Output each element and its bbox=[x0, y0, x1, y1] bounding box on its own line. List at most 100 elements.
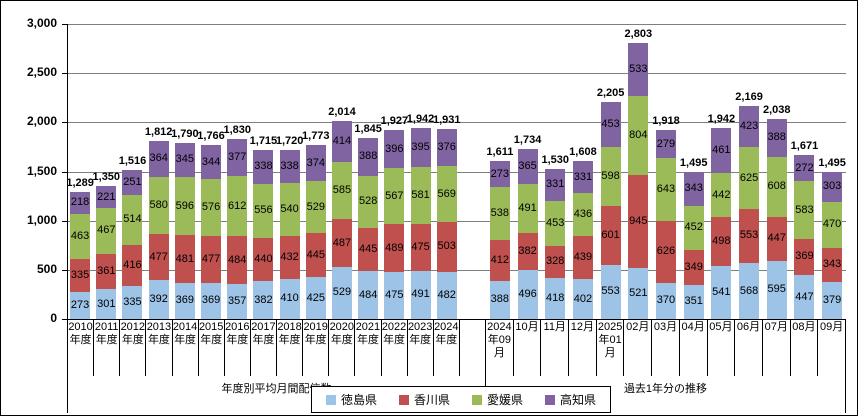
bar-total-label: 1,812 bbox=[144, 125, 173, 138]
bar-segment: 498 bbox=[711, 216, 732, 266]
legend-label: 高知県 bbox=[560, 393, 597, 407]
bar-segment: 338 bbox=[279, 149, 300, 184]
legend-swatch-icon bbox=[399, 394, 410, 405]
bar-segment: 369 bbox=[174, 282, 195, 319]
bar-segment: 529 bbox=[305, 181, 326, 234]
bar-segment: 369 bbox=[794, 238, 815, 276]
axis-group-yearly: 2010 年度 2011 年度 2012 年度 2013 年度 2014 年度 2015 … bbox=[67, 319, 487, 413]
bar-segment: 489 bbox=[384, 224, 405, 273]
bar-slot: 447 369 583 272 1,671 bbox=[791, 24, 819, 319]
bar-total-label: 1,845 bbox=[354, 122, 382, 135]
bar-segment: 382 bbox=[253, 281, 274, 319]
bar-segment: 425 bbox=[305, 277, 326, 319]
legend-item: 愛媛県 bbox=[472, 391, 523, 408]
bar-segment: 361 bbox=[96, 253, 117, 290]
bar-segment: 388 bbox=[358, 137, 379, 176]
bar-segment: 351 bbox=[683, 284, 704, 319]
group-label-yearly: 年度別平均月間配信数 bbox=[221, 383, 332, 395]
category-label: 2010 年度 bbox=[68, 319, 95, 376]
bar-segment: 484 bbox=[227, 236, 248, 284]
bar-segment: 416 bbox=[122, 245, 143, 287]
bar-segment: 218 bbox=[70, 192, 91, 214]
y-axis-line bbox=[67, 24, 68, 320]
bar-segment: 453 bbox=[600, 102, 621, 147]
legend-item: 香川県 bbox=[399, 391, 450, 408]
bar-segment: 595 bbox=[766, 260, 787, 319]
bar-segment: 439 bbox=[572, 236, 593, 280]
category-label: 2016 年度 bbox=[225, 319, 251, 376]
bar-segment: 273 bbox=[489, 160, 510, 188]
bar-total-label: 1,942 bbox=[707, 113, 736, 126]
y-axis-tick-mark bbox=[62, 73, 67, 75]
bar-total-label: 1,495 bbox=[818, 157, 846, 169]
bar-total-label: 1,350 bbox=[92, 171, 121, 184]
bar-slot: 541 498 442 461 1,942 bbox=[708, 24, 736, 319]
stacked-bar: 475 489 567 396 bbox=[384, 129, 405, 319]
gridline bbox=[67, 24, 846, 25]
category-label: 11月 bbox=[541, 319, 570, 376]
bar-total-label: 1,611 bbox=[486, 145, 514, 158]
bar-segment: 335 bbox=[70, 259, 91, 293]
category-label: 2022 年度 bbox=[382, 319, 408, 376]
legend-item: 高知県 bbox=[545, 391, 596, 408]
bar-segment: 331 bbox=[572, 160, 593, 194]
stacked-bar: 521 945 804 533 bbox=[628, 43, 649, 319]
bar-total-label: 2,205 bbox=[596, 87, 625, 100]
stacked-bar: 484 445 528 388 bbox=[358, 137, 379, 319]
bar-segment: 343 bbox=[683, 172, 704, 206]
stacked-bar: 301 361 467 221 bbox=[96, 186, 117, 319]
stacked-bar: 541 498 442 461 bbox=[711, 128, 732, 319]
stacked-bar: 392 477 580 364 bbox=[148, 140, 169, 319]
bar-total-label: 1,720 bbox=[275, 134, 304, 147]
plot-area: 273 335 463 218 1,289 301 361 467 221 1,350 335 416… bbox=[66, 24, 846, 319]
bar-slot: 418 328 453 331 1,530 bbox=[541, 24, 569, 319]
bar-segment: 272 bbox=[794, 154, 815, 182]
y-axis-tick-label: 500 bbox=[36, 261, 57, 276]
bar-slot: 273 335 463 218 1,289 bbox=[66, 24, 94, 319]
bar-slot: 521 945 804 533 2,803 bbox=[624, 24, 652, 319]
bar-segment: 626 bbox=[655, 221, 676, 283]
bar-segment: 412 bbox=[489, 240, 510, 281]
category-label: 2021 年度 bbox=[355, 319, 382, 376]
category-row-monthly: 2024 年09 月 10月 11月 12月 2025 年01 月 02月 03月 04月 05… bbox=[486, 319, 845, 376]
y-axis-tick-mark bbox=[62, 319, 67, 320]
bar-slot: 301 361 467 221 1,350 bbox=[92, 24, 121, 319]
category-label: 08月 bbox=[791, 319, 819, 376]
stacked-bar: 379 343 470 303 bbox=[822, 172, 843, 319]
bar-segment: 477 bbox=[201, 235, 222, 283]
bar-segment: 414 bbox=[331, 120, 352, 162]
legend-label: 徳島県 bbox=[341, 393, 378, 407]
bar-segment: 452 bbox=[683, 205, 704, 251]
bar-segment: 365 bbox=[517, 148, 538, 185]
bar-segment: 553 bbox=[600, 264, 621, 319]
stacked-bar: 357 484 612 377 bbox=[227, 139, 248, 319]
stacked-bar: 425 445 529 374 bbox=[305, 144, 326, 319]
bar-segment: 418 bbox=[545, 277, 566, 319]
stacked-bar: 402 439 436 331 bbox=[572, 160, 593, 319]
legend-label: 香川県 bbox=[414, 393, 451, 407]
bar-segment: 349 bbox=[683, 250, 704, 285]
bar-segment: 538 bbox=[489, 187, 510, 241]
bar-slot: 425 445 529 374 1,773 bbox=[302, 24, 330, 319]
bar-slot: 402 439 436 331 1,608 bbox=[569, 24, 597, 319]
bar-slot: 335 416 514 251 1,516 bbox=[119, 24, 146, 319]
category-label: 2024 年度 bbox=[434, 319, 460, 376]
bar-slot: 382 440 556 338 1,715 bbox=[250, 24, 277, 319]
category-label: 12月 bbox=[569, 319, 597, 376]
bar-segment: 331 bbox=[545, 168, 566, 202]
category-label: 2025 年01 月 bbox=[597, 319, 625, 376]
bar-segment: 436 bbox=[572, 193, 593, 237]
bar-segment: 553 bbox=[739, 208, 760, 264]
bar-segment: 467 bbox=[96, 208, 117, 254]
category-label: 2012 年度 bbox=[120, 319, 147, 376]
bar-segment: 432 bbox=[279, 236, 300, 279]
legend: 徳島県 香川県 愛媛県 高知県 bbox=[311, 386, 612, 413]
category-label: 04月 bbox=[680, 319, 708, 376]
bar-segment: 379 bbox=[822, 281, 843, 319]
category-label: 10月 bbox=[514, 319, 542, 376]
spacer-slot bbox=[460, 24, 486, 319]
bar-segment: 598 bbox=[600, 146, 621, 206]
stacked-bar: 351 349 452 343 bbox=[683, 172, 704, 319]
bar-segment: 625 bbox=[739, 147, 760, 209]
